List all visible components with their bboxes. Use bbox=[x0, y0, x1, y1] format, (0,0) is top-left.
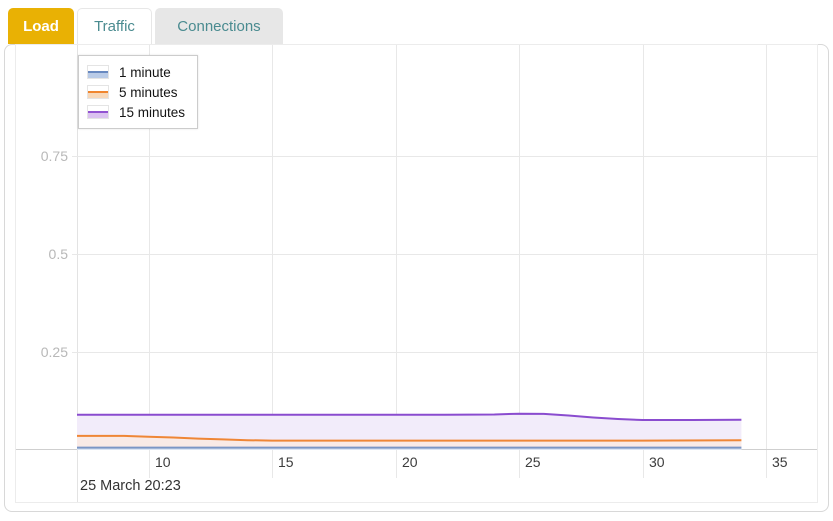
vertical-gridline bbox=[766, 45, 767, 478]
legend-label-1-minute: 1 minute bbox=[119, 64, 171, 80]
series-line-15-minutes bbox=[77, 412, 742, 421]
legend-swatch-5-minutes bbox=[87, 85, 109, 99]
chart-legend: 1 minute 5 minutes 15 minutes bbox=[78, 55, 199, 129]
legend-label-5-minutes: 5 minutes bbox=[119, 84, 178, 100]
x-tick-label: 20 bbox=[402, 454, 418, 470]
horizontal-gridline bbox=[72, 352, 818, 353]
x-tick-label: 10 bbox=[155, 454, 171, 470]
tab-load[interactable]: Load bbox=[8, 8, 74, 44]
series-area-5-minutes bbox=[77, 435, 742, 450]
y-tick-label: 0.25 bbox=[40, 344, 68, 360]
x-tick-label: 30 bbox=[649, 454, 665, 470]
chart-panel: 10 15 20 25 30 35 0.25 0.5 0.75 25 March 20:23 1… bbox=[4, 44, 829, 512]
vertical-gridline bbox=[396, 45, 397, 478]
legend-item-1-minute: 1 minute bbox=[87, 62, 185, 82]
series-line-5-minutes bbox=[77, 434, 742, 442]
x-axis-date-label: 25 March 20:23 bbox=[80, 478, 181, 494]
y-tick-label: 0.5 bbox=[48, 246, 68, 262]
horizontal-gridline bbox=[72, 254, 818, 255]
legend-swatch-15-minutes bbox=[87, 105, 109, 119]
tab-traffic[interactable]: Traffic bbox=[77, 8, 152, 44]
legend-item-5-minutes: 5 minutes bbox=[87, 82, 185, 102]
legend-label-15-minutes: 15 minutes bbox=[119, 104, 186, 120]
horizontal-gridline bbox=[72, 156, 818, 157]
y-tick-label: 0.75 bbox=[40, 148, 68, 164]
load-chart: 10 15 20 25 30 35 0.25 0.5 0.75 25 March 20:23 1… bbox=[15, 44, 818, 503]
x-tick-label: 35 bbox=[772, 454, 788, 470]
vertical-gridline bbox=[272, 45, 273, 478]
plot-left-boundary bbox=[77, 45, 78, 502]
x-tick-label: 15 bbox=[278, 454, 294, 470]
legend-item-15-minutes: 15 minutes bbox=[87, 102, 185, 122]
legend-swatch-1-minute bbox=[87, 65, 109, 79]
vertical-gridline bbox=[643, 45, 644, 478]
x-tick-label: 25 bbox=[525, 454, 541, 470]
area-chart-plot bbox=[77, 412, 742, 450]
tab-connections[interactable]: Connections bbox=[155, 8, 283, 44]
vertical-gridline bbox=[519, 45, 520, 478]
vertical-gridline bbox=[149, 45, 150, 478]
